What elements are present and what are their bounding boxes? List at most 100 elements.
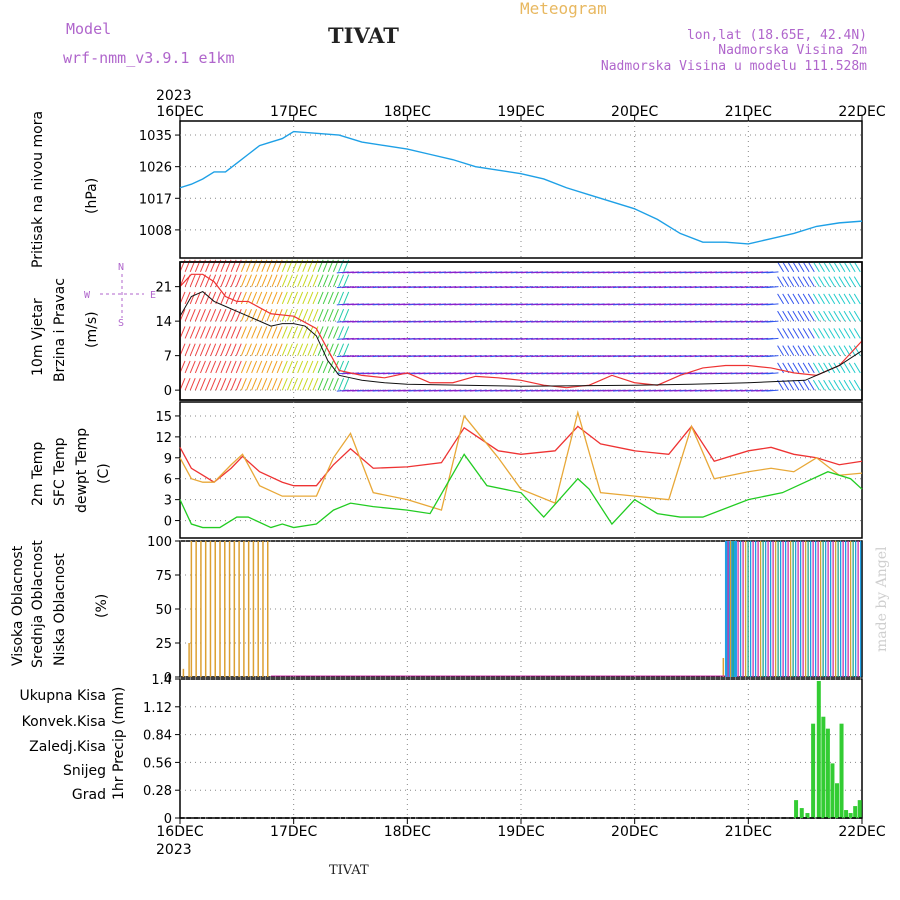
x-tick-label-bottom: 19DEC — [497, 824, 544, 840]
wind-barb — [792, 345, 800, 356]
wind-barb — [281, 274, 288, 287]
wind-barb — [843, 310, 851, 322]
wind-barb — [828, 328, 836, 339]
wind-barb — [235, 360, 242, 374]
wind-barb — [312, 291, 319, 305]
wind-barb — [787, 345, 795, 356]
wind-barb — [286, 343, 293, 356]
wind-barb — [297, 360, 304, 374]
wind-barb — [225, 343, 232, 356]
wind-barb — [312, 360, 319, 374]
wind-barb — [843, 261, 851, 273]
wind-barb — [205, 308, 212, 322]
x-tick-label-top: 16DEC — [156, 104, 203, 120]
wind-barb — [338, 291, 345, 305]
wind-barb — [271, 291, 278, 305]
wind-barb — [777, 261, 784, 273]
wind-barb — [276, 274, 283, 287]
compass-icon: N W E S — [84, 262, 156, 329]
wind-barb — [205, 326, 212, 339]
wind-barb — [812, 362, 820, 374]
wind-barb — [281, 377, 288, 391]
wind-barb — [818, 379, 825, 391]
wind-barb — [312, 343, 319, 356]
precip-legend-snow: Snijeg — [63, 763, 106, 779]
wind-barb — [184, 360, 191, 374]
wind-barb — [853, 261, 861, 273]
dewpoint-line — [179, 453, 863, 529]
x-tick-label-bottom: 22DEC — [838, 824, 885, 840]
compass-e: E — [150, 290, 156, 301]
wind-barb — [307, 377, 314, 391]
wind-barb — [833, 379, 841, 391]
wind-barb — [828, 310, 836, 322]
wind-ylabel-2: Brzina i Pravac — [52, 278, 68, 382]
wind-barb — [199, 360, 206, 374]
wind-barb — [322, 274, 329, 287]
wind-barb — [322, 326, 329, 339]
wind-barb — [802, 345, 810, 356]
wind-barb — [215, 343, 222, 356]
wind-barb — [843, 276, 851, 287]
wind-barb — [297, 291, 304, 305]
wind-barb — [777, 293, 784, 305]
wind-barb — [848, 276, 856, 287]
precip-bar — [839, 723, 844, 818]
wind-barb — [205, 291, 212, 305]
wind-barb — [302, 360, 309, 374]
wind-barb — [807, 276, 815, 287]
wind-barb — [853, 310, 861, 322]
wind-barb — [802, 328, 810, 339]
wind-barb — [843, 379, 851, 391]
wind-barb — [317, 291, 324, 305]
wind-barb — [766, 286, 779, 289]
precip-bar — [794, 800, 799, 818]
wind-barb — [828, 261, 836, 273]
wind-barb — [271, 360, 278, 374]
wind-barb — [843, 362, 851, 374]
wind-barb — [828, 293, 836, 305]
wind-barb — [802, 276, 810, 287]
wind-barb — [848, 328, 856, 339]
wind-barb — [220, 308, 227, 322]
wind-barb — [179, 360, 186, 374]
wind-barb — [235, 291, 242, 305]
precip-bar — [825, 728, 830, 818]
wind-barb — [797, 345, 805, 356]
wind-barb — [343, 326, 350, 339]
wind-barb — [802, 293, 810, 305]
wind-barb — [307, 360, 314, 374]
panels: 16DEC 16DEC 17DEC 17DEC 18DEC 18DEC 19DEC 19DEC… — [139, 104, 886, 840]
wind-barb — [302, 377, 309, 391]
high-cloud-block — [725, 541, 737, 677]
wind-barb — [184, 377, 191, 391]
x-tick-label-bottom: 21DEC — [725, 824, 772, 840]
wind-barb — [225, 308, 232, 322]
wind-barb — [838, 328, 846, 339]
wind-barb — [266, 360, 273, 374]
wind-barb — [256, 274, 263, 287]
wind-barb — [215, 308, 222, 322]
wind-barb — [281, 326, 288, 339]
wind-barb — [766, 372, 779, 375]
wind-barb — [266, 377, 273, 391]
precip-units: 1hr Precip (mm) — [111, 687, 127, 800]
wind-barb — [210, 377, 217, 391]
year-bottom: 2023 — [156, 842, 192, 858]
wind-barb — [179, 274, 186, 287]
temp-ylabel-2: SFC Temp — [52, 437, 68, 506]
wind-barb — [194, 291, 201, 305]
wind-barb — [230, 360, 237, 374]
wind-barb — [230, 274, 237, 287]
wind-barb — [312, 377, 319, 391]
y-tick-label: 50 — [155, 603, 172, 618]
model-label: Model — [66, 20, 111, 38]
wind-barb — [215, 291, 222, 305]
wind-barb — [848, 261, 856, 273]
wind-barb — [184, 343, 191, 356]
wind-barb — [327, 360, 334, 374]
pressure-line — [179, 130, 863, 245]
year-top: 2023 — [156, 88, 192, 104]
wind-barb — [802, 310, 810, 322]
wind-barb — [787, 328, 795, 339]
